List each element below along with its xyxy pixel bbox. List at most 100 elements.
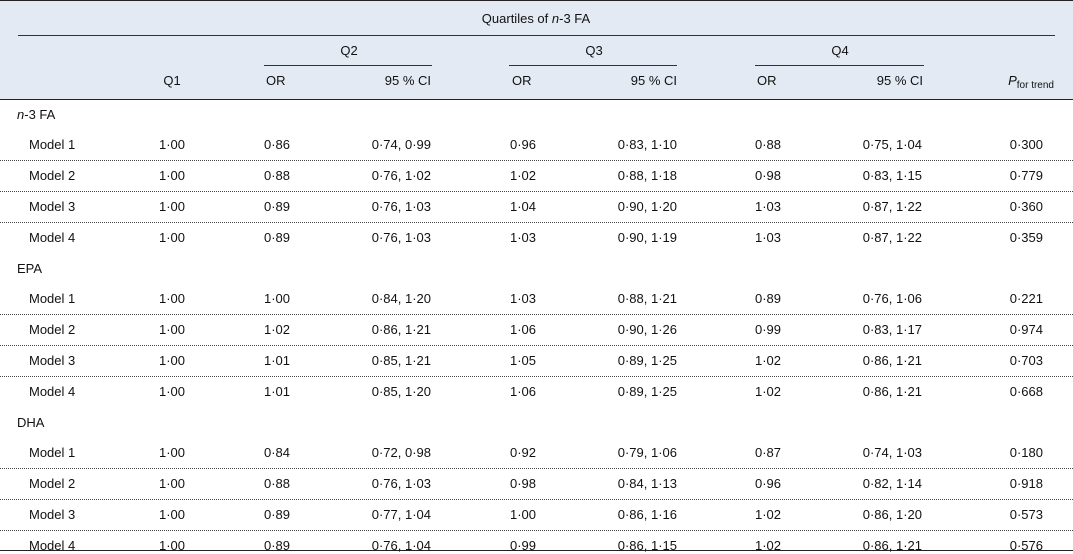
cell-q2-or: 0·88 — [264, 476, 291, 491]
col-q3: Q3 — [585, 43, 603, 58]
cell-p-trend: 0·576 — [1009, 538, 1043, 553]
cell-p-trend: 0·703 — [1009, 353, 1043, 368]
cell-q2-or: 1·01 — [264, 353, 291, 368]
cell-q3-or: 1·05 — [510, 353, 537, 368]
section-label-italic: n — [17, 107, 25, 122]
spanning-header-prefix: Quartiles of — [481, 11, 552, 26]
cell-q3-or: 0·96 — [510, 137, 537, 152]
cell-q2-ci: 0·72, 0·98 — [371, 445, 431, 460]
cell-q4-or: 1·02 — [755, 507, 782, 522]
cell-q3-or: 1·06 — [510, 384, 537, 399]
cell-q3-ci: 0·88, 1·21 — [617, 291, 677, 306]
row-model-label: Model 2 — [29, 168, 76, 183]
cell-q1: 1·00 — [158, 322, 186, 337]
cell-q3-ci: 0·86, 1·15 — [617, 538, 677, 553]
cell-q4-ci: 0·82, 1·14 — [862, 476, 922, 491]
col-q4: Q4 — [831, 43, 849, 58]
col-q2-ci: 95 % CI — [384, 73, 431, 88]
cell-q4-or: 1·02 — [755, 538, 782, 553]
col-q2: Q2 — [340, 43, 358, 58]
section-label-text: EPA — [17, 261, 43, 276]
row-model-label: Model 3 — [29, 507, 76, 522]
p-trend-main: P — [1008, 73, 1017, 88]
cell-q3-or: 1·00 — [510, 507, 537, 522]
cell-q3-or: 1·04 — [510, 199, 537, 214]
cell-q4-ci: 0·86, 1·21 — [862, 538, 922, 553]
cell-q2-ci: 0·77, 1·04 — [371, 507, 431, 522]
row-model-label: Model 3 — [29, 353, 76, 368]
row-model-label: Model 2 — [29, 322, 76, 337]
cell-q2-or: 0·89 — [264, 230, 291, 245]
cell-q2-ci: 0·85, 1·21 — [371, 353, 431, 368]
cell-q4-ci: 0·86, 1·20 — [862, 507, 922, 522]
cell-q1: 1·00 — [158, 291, 186, 306]
cell-q3-ci: 0·89, 1·25 — [617, 384, 677, 399]
section-label-text: -3 FA — [24, 107, 56, 122]
cell-q3-or: 1·03 — [510, 291, 537, 306]
cell-q1: 1·00 — [158, 476, 186, 491]
cell-q4-or: 1·02 — [755, 384, 782, 399]
q4-rule — [755, 65, 924, 66]
cell-q4-or: 0·89 — [755, 291, 782, 306]
cell-q3-ci: 0·90, 1·19 — [617, 230, 677, 245]
cell-p-trend: 0·974 — [1009, 322, 1043, 337]
cell-q2-ci: 0·76, 1·04 — [371, 538, 431, 553]
cell-q2-or: 0·89 — [264, 199, 291, 214]
header-bottom-rule — [0, 99, 1073, 100]
cell-q2-ci: 0·76, 1·02 — [371, 168, 431, 183]
cell-q2-ci: 0·76, 1·03 — [371, 199, 431, 214]
cell-q1: 1·00 — [158, 445, 186, 460]
header-rule — [18, 35, 1055, 36]
cell-p-trend: 0·359 — [1009, 230, 1043, 245]
cell-q4-ci: 0·87, 1·22 — [862, 230, 922, 245]
cell-p-trend: 0·918 — [1009, 476, 1043, 491]
col-q3-or: OR — [512, 73, 532, 88]
cell-q2-or: 0·86 — [264, 137, 291, 152]
cell-p-trend: 0·360 — [1009, 199, 1043, 214]
cell-q2-or: 0·89 — [264, 538, 291, 553]
cell-q4-ci: 0·83, 1·15 — [862, 168, 922, 183]
row-model-label: Model 4 — [29, 230, 76, 245]
cell-q2-ci: 0·76, 1·03 — [371, 476, 431, 491]
cell-q3-ci: 0·88, 1·18 — [617, 168, 677, 183]
row-separator — [0, 314, 1073, 315]
row-model-label: Model 1 — [29, 137, 76, 152]
cell-q3-or: 0·92 — [510, 445, 537, 460]
cell-q2-or: 0·88 — [264, 168, 291, 183]
cell-q2-or: 0·89 — [264, 507, 291, 522]
cell-q1: 1·00 — [158, 353, 186, 368]
row-separator — [0, 499, 1073, 500]
cell-q3-ci: 0·79, 1·06 — [617, 445, 677, 460]
cell-q2-ci: 0·85, 1·20 — [371, 384, 431, 399]
cell-q4-ci: 0·75, 1·04 — [862, 137, 922, 152]
cell-q1: 1·00 — [158, 384, 186, 399]
cell-q2-or: 1·01 — [264, 384, 291, 399]
row-model-label: Model 2 — [29, 476, 76, 491]
row-model-label: Model 4 — [29, 384, 76, 399]
row-separator — [0, 376, 1073, 377]
row-separator — [0, 222, 1073, 223]
section-label-text: DHA — [17, 415, 45, 430]
cell-q2-ci: 0·84, 1·20 — [371, 291, 431, 306]
col-q4-or: OR — [757, 73, 777, 88]
row-model-label: Model 3 — [29, 199, 76, 214]
col-q1: Q1 — [163, 73, 181, 88]
cell-q2-or: 1·02 — [264, 322, 291, 337]
row-model-label: Model 1 — [29, 291, 76, 306]
row-model-label: Model 4 — [29, 538, 76, 553]
cell-q3-or: 0·99 — [510, 538, 537, 553]
cell-p-trend: 0·221 — [1009, 291, 1043, 306]
cell-q4-or: 1·03 — [755, 199, 782, 214]
cell-q4-ci: 0·83, 1·17 — [862, 322, 922, 337]
q3-rule — [509, 65, 677, 66]
spanning-header-italic: n — [551, 11, 560, 26]
cell-p-trend: 0·300 — [1009, 137, 1043, 152]
spanning-header-rest: -3 FA — [559, 11, 591, 26]
cell-q1: 1·00 — [158, 199, 186, 214]
cell-p-trend: 0·668 — [1009, 384, 1043, 399]
cell-q4-or: 1·03 — [755, 230, 782, 245]
cell-q4-or: 1·02 — [755, 353, 782, 368]
row-separator — [0, 160, 1073, 161]
cell-q3-ci: 0·90, 1·26 — [617, 322, 677, 337]
